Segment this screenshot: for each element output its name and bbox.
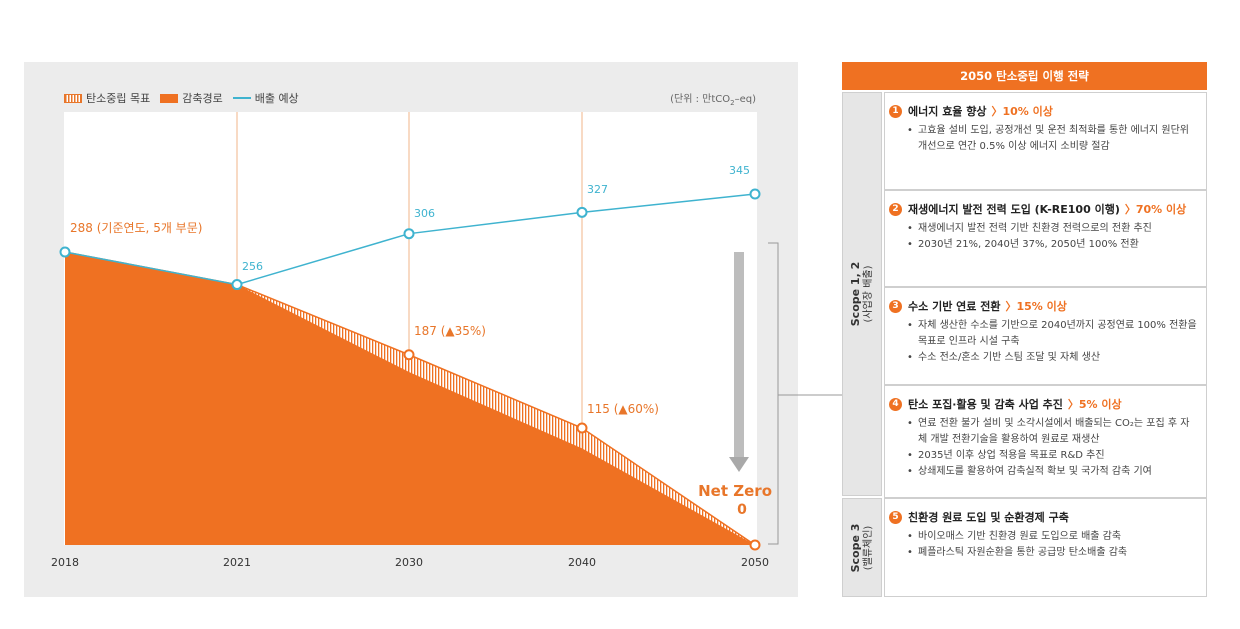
marker-target [576, 422, 588, 434]
legend-label-path: 감축경로 [182, 92, 223, 105]
marker-forecast [749, 188, 761, 200]
label-net-zero: Net Zero [698, 482, 772, 500]
x-tick-label: 2021 [223, 556, 251, 569]
chart-legend: 탄소중립 목표 감축경로 배출 예상 [64, 90, 299, 106]
bullet: 재생에너지 발전 전력 기반 친환경 전력으로의 전환 추진 [907, 221, 1198, 237]
bullet: 폐플라스틱 자원순환을 통한 공급망 탄소배출 감축 [907, 545, 1198, 561]
emissions-chart: 288 (기준연도, 5개 부문) 256 187 (▲35%) 115 (▲60%)… [51, 112, 772, 569]
bullet: 상쇄제도를 활용하여 감축실적 확보 및 국가적 감축 기여 [907, 464, 1198, 480]
x-tick-label: 2040 [568, 556, 596, 569]
legend-label-target: 탄소중립 목표 [86, 92, 151, 105]
strategy-item-3: 3수소 기반 연료 전환〉15% 이상 자체 생산한 수소를 기반으로 2040… [884, 287, 1207, 385]
marker-shared [231, 279, 243, 291]
number-badge-3: 3 [889, 299, 902, 313]
legend-swatch-forecast [232, 97, 251, 99]
bullet: 수소 전소/혼소 기반 스팀 조달 및 자체 생산 [907, 350, 1198, 366]
marker-target [403, 349, 415, 361]
reduction-arrow-shaft [734, 252, 744, 457]
label-2018-base: 288 (기준연도, 5개 부문) [70, 221, 202, 235]
bullet: 고효율 설비 도입, 공정개선 및 운전 최적화를 통한 에너지 원단위 개선으… [907, 123, 1198, 155]
unit-label: (단위 : 만tCO2–eq) [670, 94, 756, 107]
reduction-path-area [65, 252, 755, 545]
scope12-label: Scope 1, 2 (사업장 배출) [842, 92, 882, 496]
legend-swatch-target [64, 93, 82, 103]
x-tick-label: 2050 [741, 556, 769, 569]
bullet: 2030년 21%, 2040년 37%, 2050년 100% 전환 [907, 237, 1198, 253]
label-2030-target: 187 (▲35%) [414, 324, 486, 338]
label-net-zero-value: 0 [737, 502, 747, 518]
marker-shared [59, 246, 71, 258]
marker-forecast [576, 206, 588, 218]
scope3-label: Scope 3 (밸류체인) [842, 498, 882, 597]
label-2050-forecast: 345 [729, 164, 750, 177]
number-badge-2: 2 [889, 202, 902, 216]
bullet: 2035년 이후 상업 적용을 목표로 R&D 추진 [907, 448, 1198, 464]
number-badge-5: 5 [889, 510, 902, 524]
bullet: 자체 생산한 수소를 기반으로 2040년까지 공정연료 100% 전환을 목표… [907, 318, 1198, 350]
marker-target [749, 539, 761, 551]
legend-swatch-path [160, 93, 179, 103]
panel-title: 2050 탄소중립 이행 전략 [842, 62, 1207, 90]
legend-label-forecast: 배출 예상 [254, 92, 299, 105]
strategy-item-4: 4탄소 포집·활용 및 감축 사업 추진〉5% 이상 연료 전환 불가 설비 및… [884, 385, 1207, 498]
x-tick-label: 2018 [51, 556, 79, 569]
label-2040-target: 115 (▲60%) [587, 402, 659, 416]
label-2030-forecast: 306 [414, 207, 435, 220]
label-2021: 256 [242, 260, 263, 273]
reduction-arrow-head [729, 457, 749, 472]
bullet: 바이오매스 기반 친환경 원료 도입으로 배출 감축 [907, 529, 1198, 545]
chart-panel: 288 (기준연도, 5개 부문) 256 187 (▲35%) 115 (▲60%)… [24, 62, 798, 597]
number-badge-1: 1 [889, 104, 902, 118]
marker-forecast [403, 228, 415, 240]
number-badge-4: 4 [889, 397, 902, 411]
connector-bracket [768, 242, 842, 545]
bullet: 연료 전환 불가 설비 및 소각시설에서 배출되는 CO₂는 포집 후 자체 개… [907, 416, 1198, 448]
x-tick-label: 2030 [395, 556, 423, 569]
label-2040-forecast: 327 [587, 183, 608, 196]
